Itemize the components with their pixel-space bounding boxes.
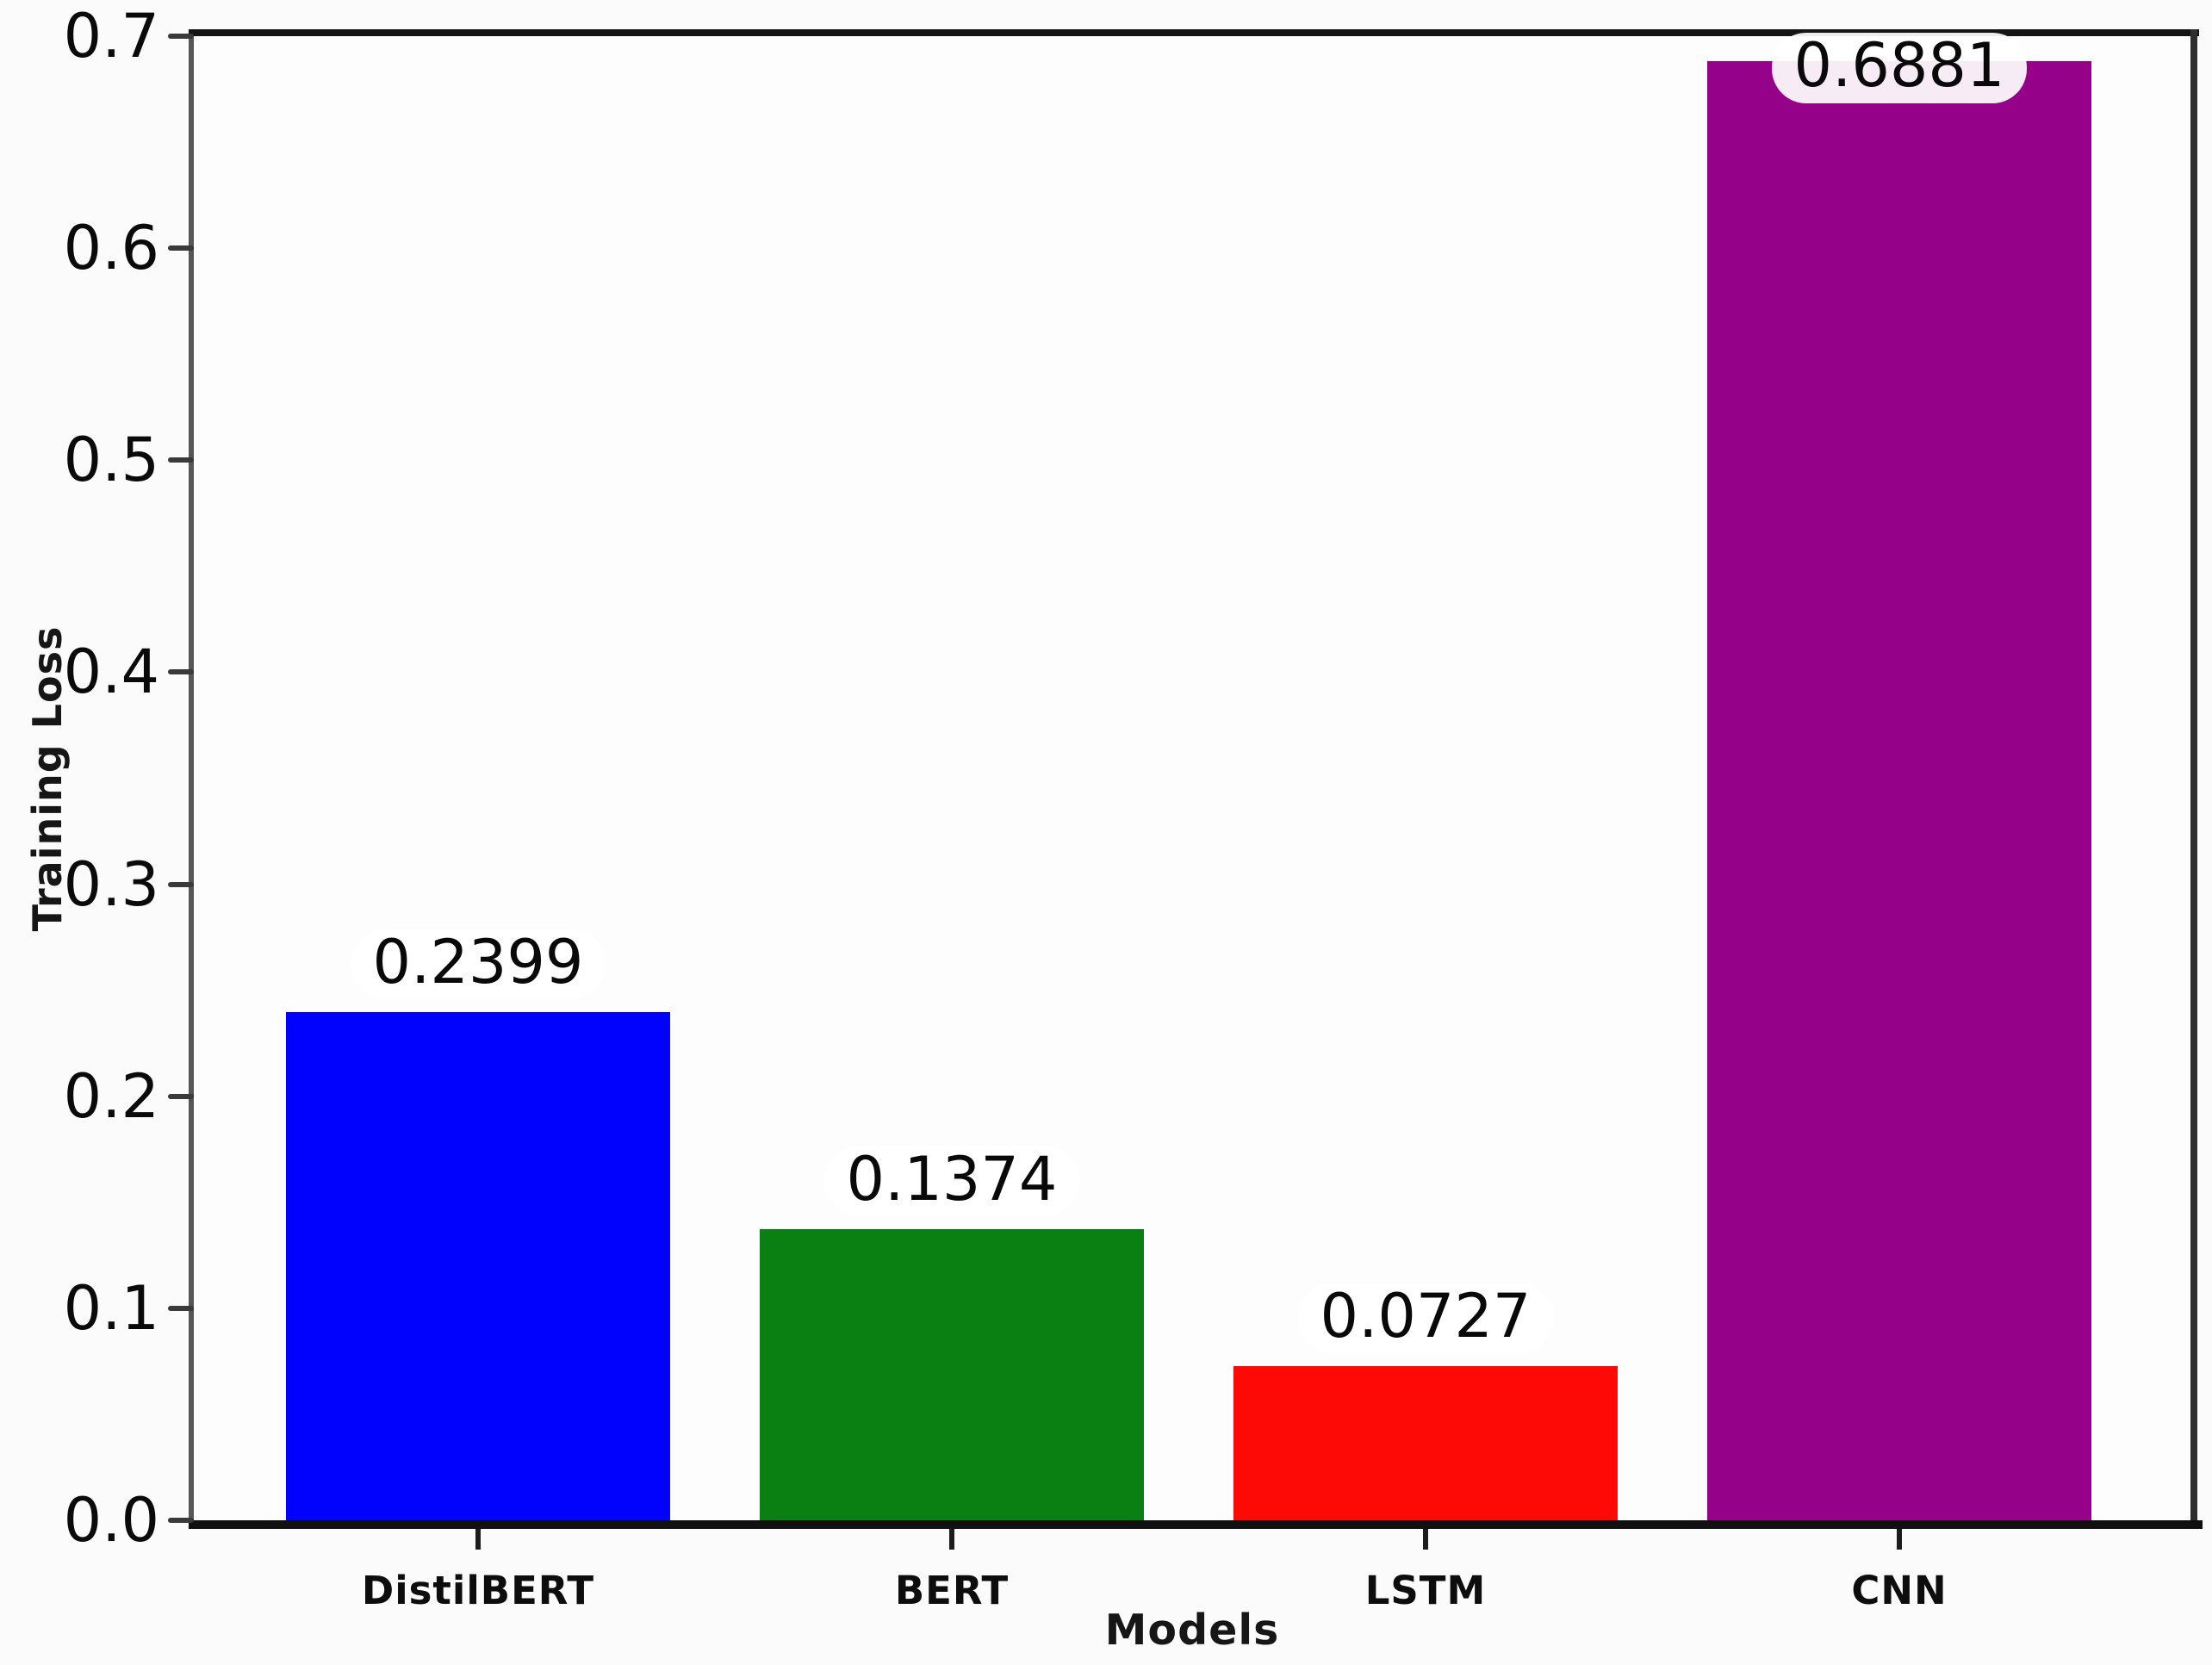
- bar-value-label: 0.1374: [728, 1146, 1176, 1217]
- y-tick-mark: [168, 881, 194, 887]
- x-axis-line: [189, 1520, 2203, 1529]
- bar-value-label: 0.2399: [254, 929, 702, 999]
- y-tick-label: 0.0: [63, 1485, 159, 1556]
- y-tick-label: 0.4: [63, 637, 159, 708]
- x-category-label-bert: BERT: [894, 1568, 1010, 1613]
- x-category-label-lstm: LSTM: [1364, 1568, 1487, 1613]
- y-tick-mark: [168, 1518, 194, 1523]
- x-tick-mark: [1897, 1529, 1902, 1550]
- y-tick-mark: [168, 669, 194, 675]
- x-tick-mark: [949, 1529, 954, 1550]
- bar-bert: [760, 1228, 1144, 1520]
- x-tick-mark: [475, 1529, 481, 1550]
- y-tick-label: 0.5: [63, 425, 159, 496]
- bar-lstm: [1233, 1366, 1618, 1520]
- x-category-label-distilbert: DistilBERT: [361, 1568, 595, 1613]
- bar-distilbert: [286, 1011, 670, 1520]
- y-tick-mark: [168, 245, 194, 252]
- x-category-label-cnn: CNN: [1851, 1568, 1948, 1613]
- y-axis-title: Training Loss: [24, 625, 71, 931]
- y-tick-mark: [168, 1305, 194, 1311]
- y-tick-mark: [168, 34, 194, 39]
- y-tick-mark: [168, 457, 194, 463]
- y-tick-label: 0.6: [63, 213, 159, 284]
- y-tick-label: 0.7: [63, 1, 159, 71]
- bar-value-text: 0.6881: [1771, 33, 2028, 103]
- right-spine: [2190, 29, 2197, 1527]
- x-axis-title: Models: [1104, 1606, 1280, 1655]
- y-tick-mark: [168, 1093, 194, 1099]
- bar-cnn: [1707, 61, 2091, 1520]
- bar-value-text: 0.1374: [823, 1146, 1080, 1217]
- bar-value-label: 0.6881: [1675, 33, 2123, 103]
- y-tick-label: 0.3: [63, 848, 159, 920]
- top-spine: [189, 29, 2199, 36]
- y-tick-label: 0.2: [63, 1060, 159, 1132]
- x-tick-mark: [1423, 1529, 1428, 1550]
- bar-value-text: 0.0727: [1297, 1283, 1554, 1354]
- y-tick-label: 0.1: [63, 1272, 159, 1344]
- bar-value-text: 0.2399: [350, 929, 606, 999]
- y-axis-line: [189, 36, 194, 1520]
- bar-value-label: 0.0727: [1202, 1283, 1650, 1354]
